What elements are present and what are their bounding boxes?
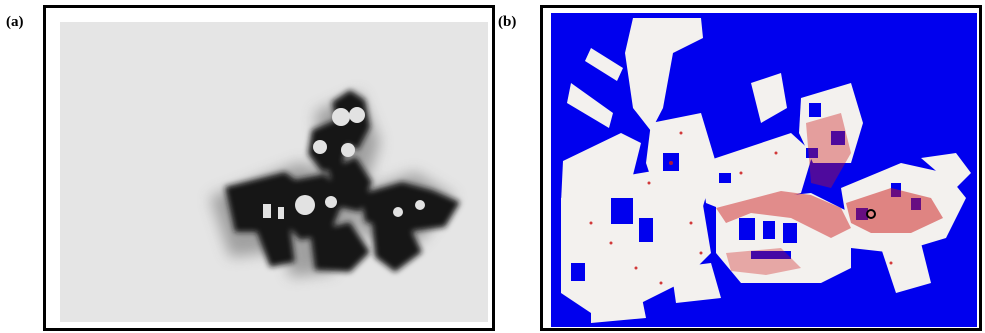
robot-marker	[866, 209, 876, 219]
panel-b-frame	[540, 5, 982, 331]
panel-a-image	[60, 22, 488, 322]
panel-b-label: (b)	[498, 14, 517, 30]
field-background	[60, 22, 488, 322]
occupancy-map	[551, 13, 977, 327]
panel-a-frame	[43, 5, 495, 331]
particle-cloud	[589, 113, 943, 285]
panel-a-label: (a)	[6, 14, 24, 30]
panel-b-image	[551, 13, 977, 327]
likelihood-field-map	[60, 22, 488, 322]
free-space	[561, 18, 971, 323]
room-interiors	[263, 107, 425, 219]
